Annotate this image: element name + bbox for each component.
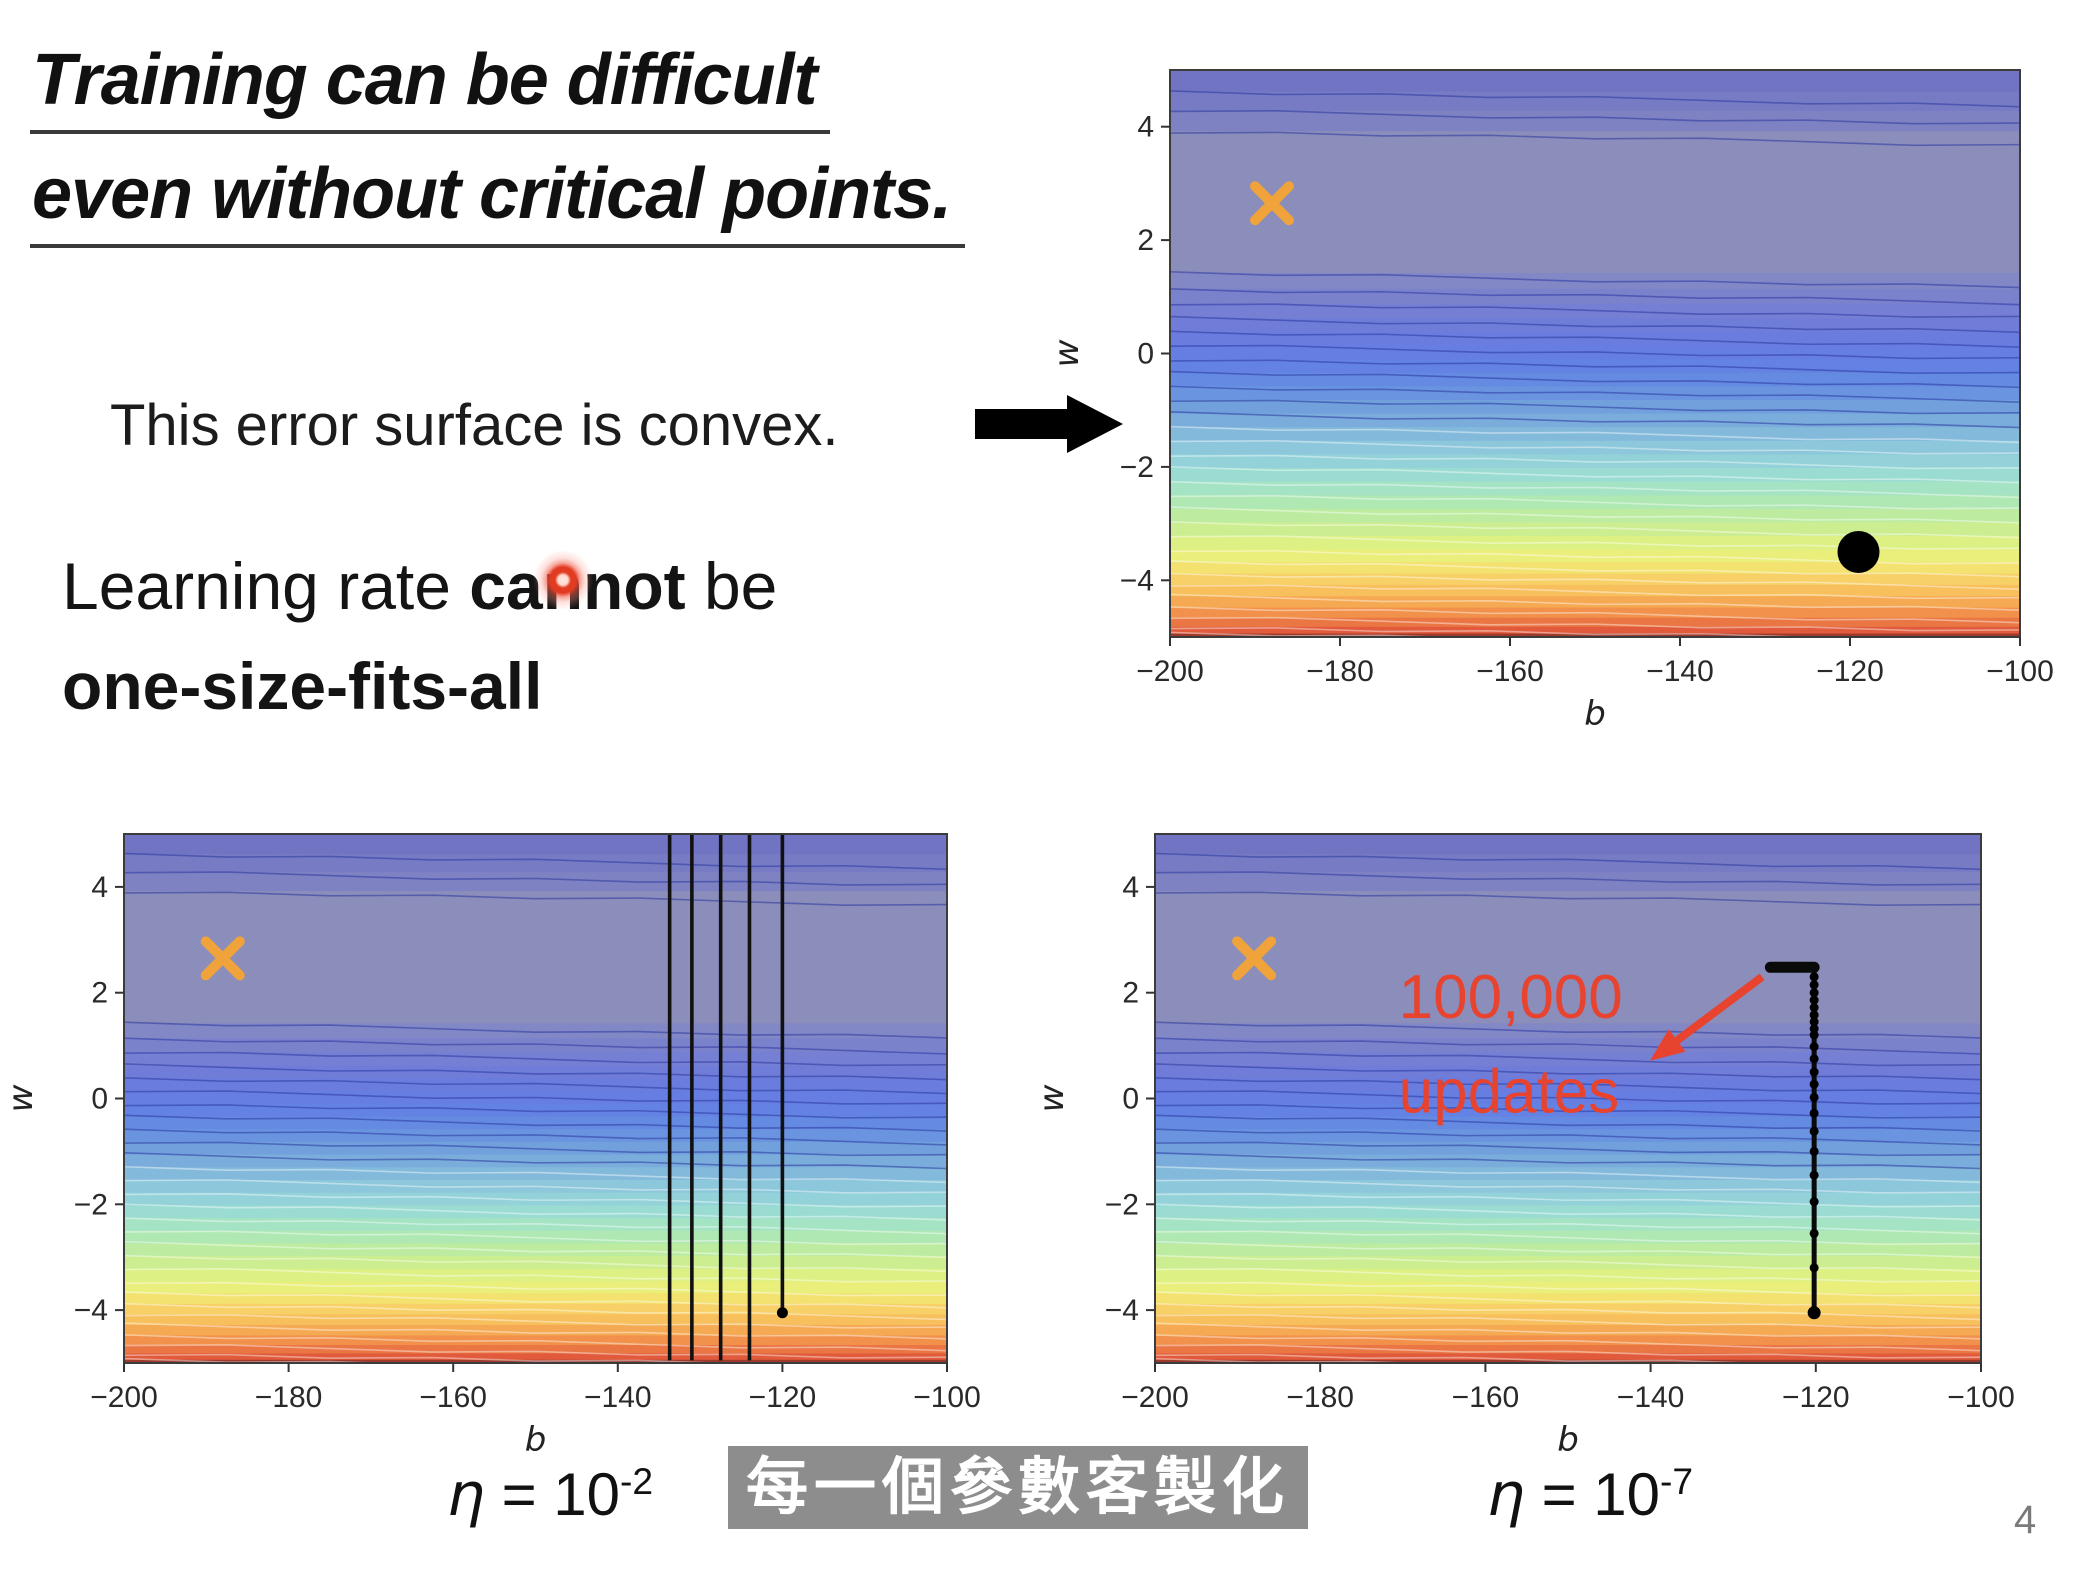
x-axis-label: b <box>1557 1420 1579 1460</box>
eta-equals: = 10 <box>484 1461 621 1528</box>
note-prefix: Learning rate <box>62 549 470 623</box>
eta-label-left: η = 10-2 <box>320 1460 780 1530</box>
laser-target-letter: n <box>531 548 594 624</box>
title-line-1: Training can be difficult <box>30 40 831 134</box>
x-axis-label: b <box>1584 694 1606 730</box>
eta-label-right: η = 10-7 <box>1360 1460 1820 1530</box>
x-tick-label: −180 <box>255 1381 323 1414</box>
y-tick-label: 0 <box>1122 1083 1139 1116</box>
contour-plot-bottom-right: 100,000 updates −200 −180 −160 −140 −120 −100 4 2… <box>1032 833 2015 1460</box>
x-tick-label: −180 <box>1306 655 1374 688</box>
eta-equals: = 10 <box>1524 1461 1661 1528</box>
note-suffix: be <box>685 549 778 623</box>
page-number: 4 <box>2014 1498 2037 1542</box>
x-tick-label: −120 <box>1782 1381 1850 1414</box>
y-tick-label: 0 <box>1137 338 1154 371</box>
x-tick-label: −200 <box>1121 1381 1189 1414</box>
x-tick-label: −120 <box>749 1381 817 1414</box>
note-bold-ca: ca <box>469 549 543 623</box>
x-tick-label: −140 <box>584 1381 652 1414</box>
x-tick-label: −140 <box>1646 655 1714 688</box>
x-tick-label: −100 <box>1947 1381 2015 1414</box>
y-tick-label: −4 <box>1120 564 1154 597</box>
x-tick-label: −160 <box>1452 1381 1520 1414</box>
x-tick-label: −180 <box>1286 1381 1354 1414</box>
contour-bands <box>1155 834 1981 1363</box>
note-bold-n: n <box>542 549 584 623</box>
right-arrow-icon <box>975 395 1123 453</box>
y-axis-label: w <box>1047 339 1087 367</box>
title-line-2: even without critical points. <box>30 154 966 248</box>
trajectory-end-dot <box>1807 1306 1821 1320</box>
y-tick-label: −4 <box>1105 1294 1139 1327</box>
eta-symbol: η <box>446 1460 485 1530</box>
chinese-caption-box: 每一個參數客製化 <box>728 1446 1309 1530</box>
x-tick-label: −200 <box>90 1381 158 1414</box>
contour-bands <box>1170 70 2020 637</box>
descent-trajectory <box>1764 961 1821 1320</box>
y-axis-label: w <box>1032 1084 1072 1112</box>
annotation-line-2: updates <box>1399 1057 1620 1126</box>
contour-plot-top-right: −200 −180 −160 −140 −120 −100 4 2 0 −2 −4 b w <box>1047 69 2054 730</box>
y-tick-label: 4 <box>91 871 108 904</box>
y-tick-label: −4 <box>74 1294 108 1327</box>
y-tick-label: 4 <box>1137 111 1154 144</box>
y-tick-label: −2 <box>1105 1188 1139 1221</box>
y-tick-label: 0 <box>91 1083 108 1116</box>
x-tick-label: −100 <box>1986 655 2054 688</box>
y-tick-label: 2 <box>1122 977 1139 1010</box>
eta-exponent: -7 <box>1660 1460 1694 1502</box>
oscillation-trajectory <box>667 835 788 1361</box>
y-axis-label: w <box>1 1084 41 1112</box>
note-learning-rate: Learning rate can not be <box>62 548 777 624</box>
title-text-2: even without critical points. <box>32 154 952 234</box>
optimum-x-marker <box>200 936 245 981</box>
contour-bands <box>124 834 947 1363</box>
x-tick-label: −140 <box>1617 1381 1685 1414</box>
eta-symbol: η <box>1486 1460 1525 1530</box>
y-tick-label: 2 <box>1137 224 1154 257</box>
x-tick-label: −100 <box>913 1381 981 1414</box>
x-tick-label: −200 <box>1136 655 1204 688</box>
y-tick-label: 4 <box>1122 871 1139 904</box>
contour-plot-bottom-left: −200 −180 −160 −140 −120 −100 4 2 0 −2 −4 b w <box>1 833 981 1460</box>
subtitle-convex: This error surface is convex. <box>110 393 839 458</box>
x-tick-label: −160 <box>1476 655 1544 688</box>
updates-annotation: 100,000 updates <box>1399 963 1765 1126</box>
eta-exponent: -2 <box>620 1460 654 1502</box>
y-tick-label: 2 <box>91 977 108 1010</box>
y-tick-label: −2 <box>1120 451 1154 484</box>
y-tick-label: −2 <box>74 1188 108 1221</box>
title-text-1: Training can be difficult <box>32 40 817 120</box>
x-axis-label: b <box>525 1420 547 1460</box>
optimum-x-marker <box>1232 936 1277 981</box>
note-bold-not: not <box>583 549 686 623</box>
start-point-dot <box>1837 530 1880 573</box>
trajectory-end-dot <box>776 1307 788 1319</box>
x-tick-label: −160 <box>419 1381 487 1414</box>
optimum-x-marker <box>1250 181 1294 226</box>
annotation-line-1: 100,000 <box>1399 963 1623 1032</box>
annotation-arrow <box>1674 973 1765 1044</box>
x-tick-label: −120 <box>1816 655 1884 688</box>
slide-title: Training can be difficult even without c… <box>30 40 966 268</box>
note-one-size-fits-all: one-size-fits-all <box>62 649 543 723</box>
